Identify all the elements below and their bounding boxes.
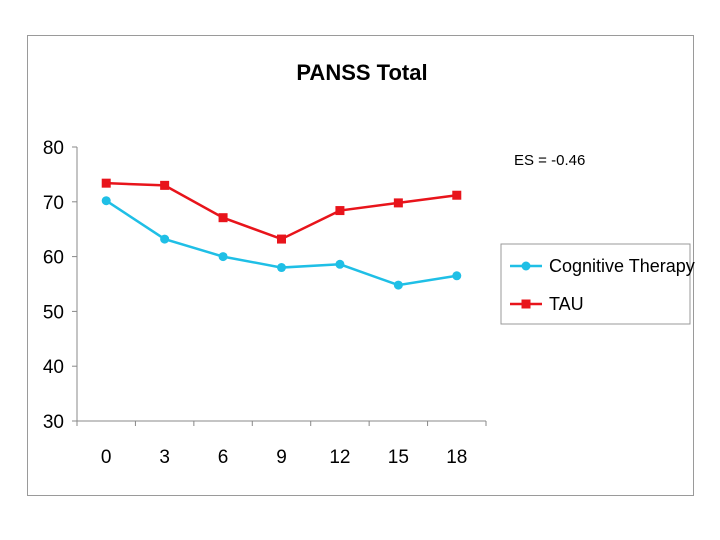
series-cognitive-therapy: [101, 196, 462, 290]
legend-label: Cognitive Therapy: [549, 256, 695, 276]
chart-frame: [27, 35, 694, 496]
series-layer: [101, 178, 462, 290]
data-point: [160, 234, 170, 244]
data-point: [218, 213, 228, 223]
legend-box: [500, 243, 691, 325]
x-tick-label: 6: [218, 447, 229, 468]
data-point: [277, 234, 286, 244]
y-tick-label: 30: [43, 412, 64, 433]
axes: 30 40 50 60 70 80 0 3 6 9 12 15 18: [43, 138, 487, 468]
y-tick-label: 50: [43, 302, 64, 323]
x-tick-label: 3: [159, 447, 170, 468]
data-point: [393, 280, 403, 290]
data-point: [101, 178, 111, 188]
x-tick-label: 9: [276, 447, 287, 468]
chart-title: PANSS Total: [296, 60, 427, 85]
data-point: [452, 271, 462, 281]
x-tick-label: 18: [446, 447, 467, 468]
data-point: [452, 190, 462, 200]
data-point: [393, 198, 403, 208]
legend-marker: [521, 299, 531, 309]
data-point: [101, 196, 111, 206]
series-line: [106, 181, 457, 241]
x-tick-label: 0: [101, 447, 112, 468]
data-point: [335, 206, 345, 216]
effect-size-annotation: ES = -0.46: [514, 152, 585, 169]
legend: Cognitive Therapy TAU: [500, 243, 695, 325]
y-tick-label: 60: [43, 248, 64, 269]
y-tick-label: 80: [43, 138, 64, 159]
data-point: [160, 180, 170, 190]
y-tick-label: 40: [43, 357, 64, 378]
legend-label: TAU: [549, 294, 584, 314]
series-tau: [101, 178, 462, 244]
y-tick-label: 70: [43, 193, 64, 214]
data-point: [277, 263, 286, 273]
data-point: [335, 259, 345, 269]
data-point: [218, 252, 228, 262]
legend-marker: [521, 261, 531, 271]
x-tick-label: 12: [329, 447, 350, 468]
x-tick-label: 15: [388, 447, 409, 468]
